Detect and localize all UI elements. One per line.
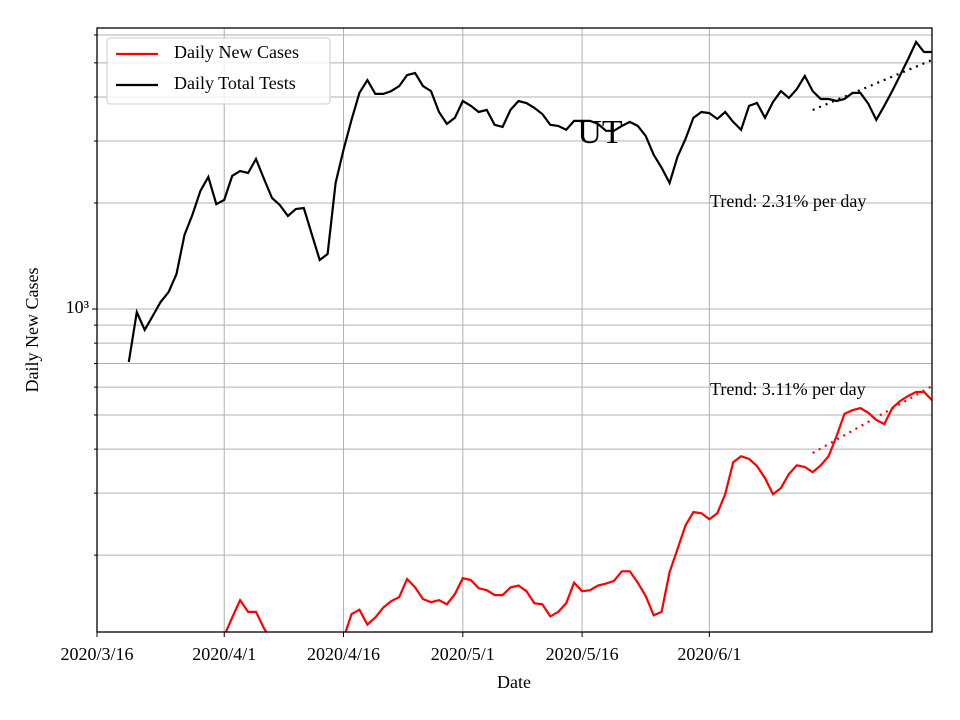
plot-lines: [127, 39, 932, 632]
x-tick-label: 2020/5/1: [431, 644, 495, 664]
x-axis-label: Date: [497, 672, 531, 692]
trend-annotation: Trend: 2.31% per day: [710, 191, 866, 211]
y-axis-label: Daily New Cases: [22, 268, 42, 393]
legend: Daily New Cases Daily Total Tests: [106, 37, 331, 105]
legend-label: Daily New Cases: [174, 42, 299, 62]
trend-line: [812, 385, 932, 454]
axes: 2020/3/16 2020/4/1 2020/4/16 2020/5/1 2020/5…: [60, 34, 741, 664]
legend-label: Daily Total Tests: [174, 73, 296, 93]
x-tick-label: 2020/6/1: [677, 644, 741, 664]
series-line: [127, 39, 932, 363]
y-tick-label: 10³: [66, 297, 90, 317]
trend-annotation: Trend: 3.11% per day: [710, 379, 866, 399]
x-tick-label: 2020/5/16: [546, 644, 619, 664]
plot-frame: [96, 27, 933, 633]
chart-title: UT: [577, 114, 623, 151]
legend-box: [106, 37, 331, 105]
trend-line: [812, 58, 932, 112]
x-tick-label: 2020/4/16: [307, 644, 380, 664]
grid: [96, 28, 932, 632]
series-line: [224, 390, 932, 632]
x-tick-label: 2020/3/16: [60, 644, 133, 664]
x-tick-label: 2020/4/1: [192, 644, 256, 664]
